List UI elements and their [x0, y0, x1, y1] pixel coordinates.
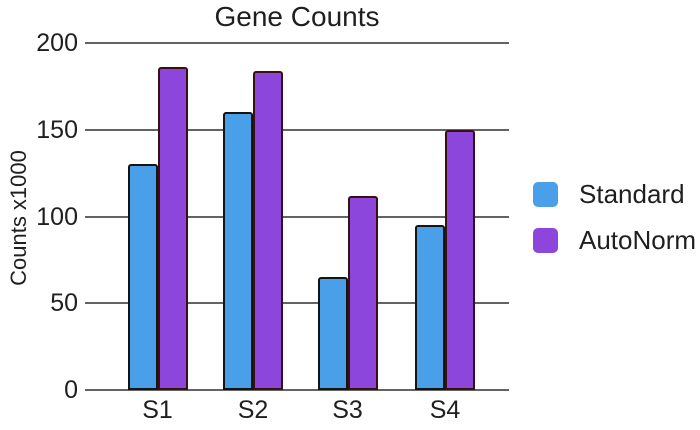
gridline-y200	[85, 42, 509, 44]
y-tick-label-150: 150	[36, 115, 78, 144]
legend-item-autonorm: AutoNorm	[533, 225, 696, 256]
bar-s1-standard	[127, 164, 158, 390]
bar-s4-autonorm	[445, 129, 475, 390]
legend-label-standard: Standard	[579, 179, 685, 209]
gridline-y100	[85, 215, 509, 218]
legend: Standard AutoNorm	[533, 179, 696, 271]
bar-s2-standard	[223, 112, 253, 390]
legend-label-autonorm: AutoNorm	[579, 225, 697, 255]
gridline-y150	[85, 128, 509, 131]
legend-swatch-autonorm	[533, 228, 558, 253]
x-tick-label-s4: S4	[429, 396, 461, 424]
gridline-y50	[85, 302, 509, 305]
plot-area	[85, 42, 509, 391]
x-tick-label-s2: S2	[237, 396, 269, 424]
chart-title: Gene Counts	[214, 1, 380, 32]
x-tick-label-s1: S1	[142, 396, 173, 424]
y-tick-label-100: 100	[36, 202, 78, 231]
bar-s3-standard	[317, 277, 348, 390]
x-tick-label-s3: S3	[332, 396, 363, 424]
legend-swatch-standard	[533, 182, 558, 207]
y-tick-label-200: 200	[36, 29, 78, 57]
y-tick-label-50: 50	[50, 289, 78, 318]
bar-s1-autonorm	[157, 67, 188, 390]
bar-s2-autonorm	[253, 70, 283, 390]
gridline-y0	[85, 389, 509, 391]
bar-s3-autonorm	[347, 195, 378, 390]
y-tick-label-0: 0	[64, 376, 78, 404]
legend-item-standard: Standard	[533, 179, 696, 210]
bar-s4-standard	[415, 225, 445, 390]
